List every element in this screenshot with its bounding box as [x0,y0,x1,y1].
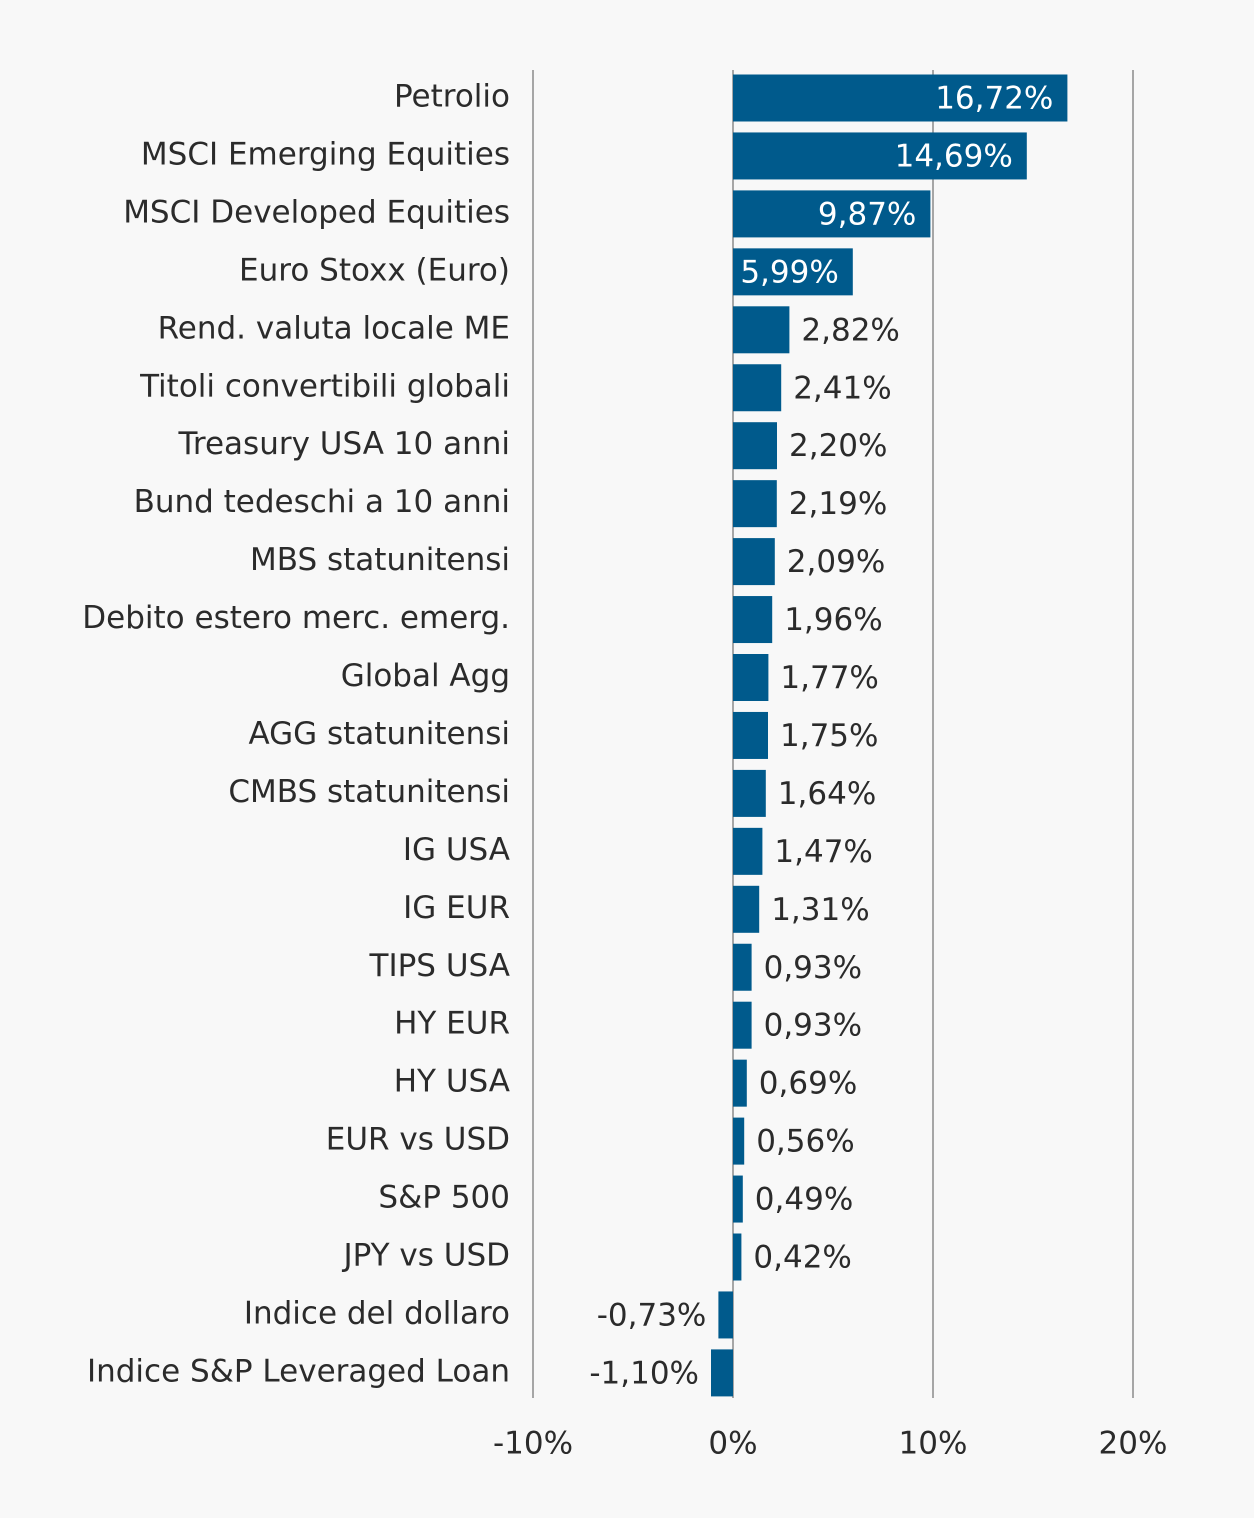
category-label: MBS statunitensi [250,542,510,578]
data-label: 0,93% [764,950,862,986]
category-label: Bund tedeschi a 10 anni [134,484,510,520]
category-label: S&P 500 [378,1180,510,1216]
value-labels: 16,72% 14,69% 9,87% 5,99% 2,82% 2,41% 2,20% 2,1… [589,81,1053,1392]
data-label: 1,31% [771,892,869,928]
bar [733,132,1027,180]
bar [733,769,766,817]
bars [711,74,1068,1397]
x-tick-label: 0% [708,1426,757,1462]
bar [711,1349,733,1397]
category-label: Indice del dollaro [244,1295,510,1331]
data-label: 0,56% [756,1124,854,1160]
data-label: 1,75% [780,718,878,754]
bar [733,1233,742,1281]
category-label: JPY vs USD [341,1238,510,1274]
bar [733,596,773,644]
category-labels: Petrolio MSCI Emerging Equities MSCI Devel… [82,79,510,1390]
data-label: 0,49% [755,1182,853,1218]
category-label: Treasury USA 10 anni [178,426,510,462]
data-label: 16,72% [935,81,1053,117]
bar [733,74,1068,122]
data-label: 2,19% [789,486,887,522]
bar [733,190,931,238]
bar [733,422,777,470]
x-tick-label: 10% [899,1426,968,1462]
bar [733,248,853,296]
bar [733,1117,745,1165]
bar [733,306,790,354]
data-label: 2,20% [789,428,887,464]
bar [733,480,777,528]
data-label: 1,64% [778,776,876,812]
bar [733,538,775,586]
bar [718,1291,733,1339]
data-label: 2,09% [787,544,885,580]
bar [733,885,760,933]
x-tick-label: 20% [1099,1426,1168,1462]
category-label: Global Agg [341,658,510,694]
data-label: 14,69% [895,138,1013,174]
category-label: MSCI Developed Equities [123,194,510,230]
category-label: MSCI Emerging Equities [141,136,510,172]
x-tick-label: -10% [493,1426,573,1462]
category-label: Titoli convertibili globali [139,368,510,404]
category-label: Rend. valuta locale ME [158,310,510,346]
data-label: 2,82% [801,312,899,348]
bar [733,1175,743,1223]
category-label: IG USA [403,832,510,868]
data-label: 1,47% [774,834,872,870]
data-label: 0,42% [753,1240,851,1276]
bar [733,711,768,759]
category-label: Petrolio [394,79,510,115]
category-label: Indice S&P Leveraged Loan [87,1353,510,1389]
category-label: AGG statunitensi [248,716,510,752]
bar [733,654,769,701]
data-label: -1,10% [589,1355,699,1391]
data-label: 5,99% [740,254,838,290]
category-label: HY USA [394,1064,510,1100]
data-label: 9,87% [818,196,916,232]
category-label: TIPS USA [369,948,510,984]
bar [733,943,752,991]
bar [733,364,782,412]
data-label: 0,69% [759,1066,857,1102]
category-label: EUR vs USD [326,1122,510,1158]
category-label: CMBS statunitensi [228,774,510,810]
data-label: 2,41% [793,370,891,406]
category-label: Euro Stoxx (Euro) [239,252,510,288]
x-axis-ticks: -10% 0% 10% 20% [493,1426,1168,1462]
data-label: 1,96% [784,602,882,638]
category-label: Debito estero merc. emerg. [82,600,510,636]
data-label: 0,93% [764,1008,862,1044]
bar [733,1059,747,1107]
data-label: -0,73% [597,1297,707,1333]
bar [733,827,763,875]
category-label: HY EUR [394,1006,510,1042]
bar [733,1001,752,1049]
data-label: 1,77% [780,660,878,696]
category-label: IG EUR [403,890,510,926]
